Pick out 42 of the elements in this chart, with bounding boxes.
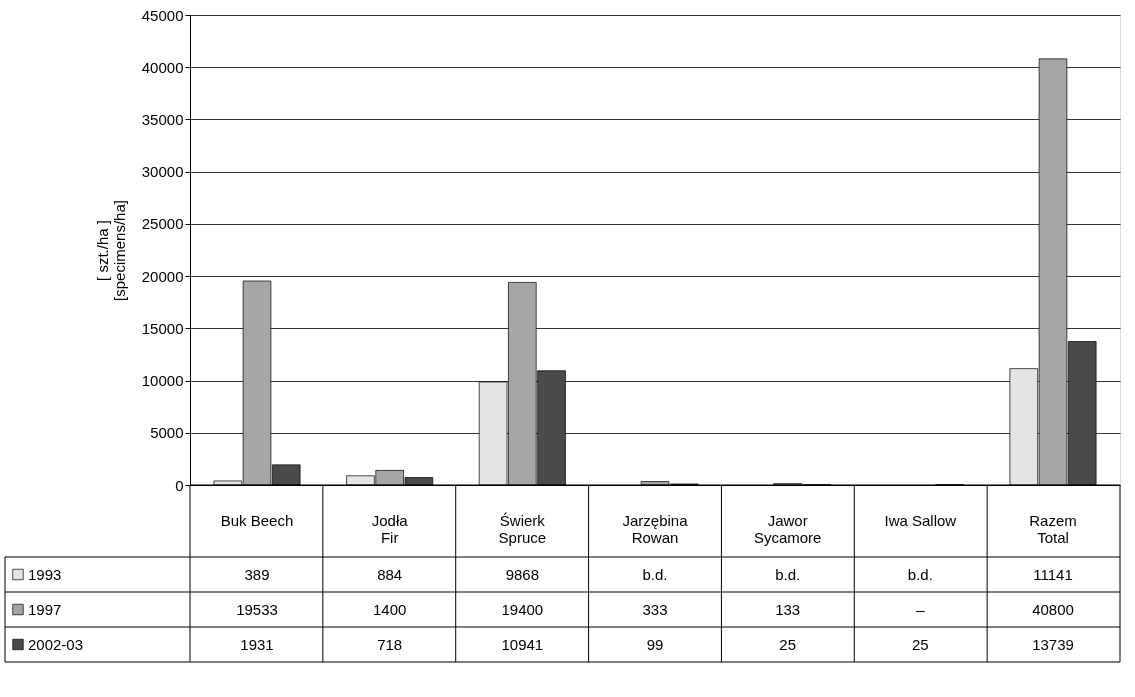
data-label: 13739 <box>1032 635 1074 653</box>
text: b.d. <box>907 565 933 583</box>
x-tick-label: Jawor Sycamore <box>753 512 822 546</box>
legend-label: 1993 <box>28 565 62 583</box>
x-tick-label: Jodła Fir <box>371 512 409 546</box>
data-label: 19400 <box>501 600 544 618</box>
data-label: 99 <box>646 635 664 653</box>
y-tick-label: 15000 <box>141 319 184 337</box>
text: b.d. <box>642 565 668 583</box>
y-tick-label: 30000 <box>141 163 184 181</box>
data-label: 9868 <box>505 565 540 583</box>
y-tick-label: 45000 <box>141 6 184 24</box>
y-axis-title: [ szt./ha ] [specimens/ha] <box>93 200 128 301</box>
data-label: 333 <box>642 600 668 618</box>
data-label: 10941 <box>501 635 544 653</box>
x-tick-label: Buk Beech <box>220 512 294 529</box>
data-label: 884 <box>377 565 403 583</box>
data-label: 1400 <box>372 600 407 618</box>
y-tick-label: 0 <box>175 476 184 494</box>
x-tick-label: Razem Total <box>1029 512 1077 546</box>
data-label: 40800 <box>1032 600 1074 618</box>
text: b.d. <box>775 565 801 583</box>
x-tick-label: Jarzębina Rowan <box>622 512 689 546</box>
x-tick-label: Świerk Spruce <box>498 512 547 546</box>
legend-label: 1997 <box>28 600 62 618</box>
data-label: 1931 <box>240 635 274 653</box>
x-tick-label: Iwa Sallow <box>884 512 957 529</box>
y-tick-label: 40000 <box>141 58 184 76</box>
legend-label: 2002-03 <box>28 635 84 653</box>
text: – <box>916 600 925 618</box>
data-label: 19533 <box>236 600 278 618</box>
data-label: 718 <box>377 635 403 653</box>
y-tick-label: 35000 <box>141 110 184 128</box>
y-tick-label: 5000 <box>150 424 184 442</box>
y-tick-label: 25000 <box>141 215 184 233</box>
data-label: 25 <box>779 635 797 653</box>
data-label: 133 <box>775 600 801 618</box>
data-label: 25 <box>911 635 929 653</box>
data-label: 11141 <box>1033 565 1073 583</box>
data-label: 389 <box>244 565 270 583</box>
y-tick-label: 20000 <box>141 267 184 285</box>
y-tick-label: 10000 <box>141 372 184 390</box>
